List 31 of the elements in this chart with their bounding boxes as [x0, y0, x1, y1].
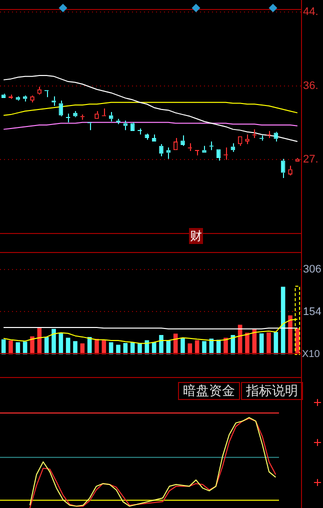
annotation: 财 [189, 228, 203, 244]
y-tick-label: 306 [303, 264, 322, 276]
candlestick [180, 134, 185, 146]
candlestick [73, 110, 78, 118]
candlestick [66, 113, 70, 123]
y-tick-label: 154 [303, 306, 322, 318]
bar [52, 328, 56, 354]
y-tick-label: 44. [303, 6, 318, 18]
text: X10 [302, 348, 320, 362]
bar [288, 315, 292, 354]
y-tick-label: 27. [303, 154, 318, 166]
candlestick [166, 147, 171, 160]
candlestick [30, 94, 34, 103]
bar [180, 338, 185, 354]
candlestick [94, 110, 99, 119]
candlestick [202, 145, 206, 153]
candlestick [194, 150, 200, 156]
bar [266, 332, 271, 354]
bar [245, 332, 250, 354]
bar [116, 344, 120, 354]
candlestick [288, 165, 292, 176]
text: 暗盘资金 [178, 382, 240, 400]
bar [8, 340, 13, 354]
text: 指标说明 [241, 382, 303, 400]
bar [159, 335, 164, 354]
y-tick-label: 36. [303, 80, 318, 92]
bar [30, 336, 34, 354]
candlestick [123, 120, 128, 131]
bar [202, 341, 206, 354]
candlestick [159, 144, 164, 157]
bar [73, 341, 78, 354]
